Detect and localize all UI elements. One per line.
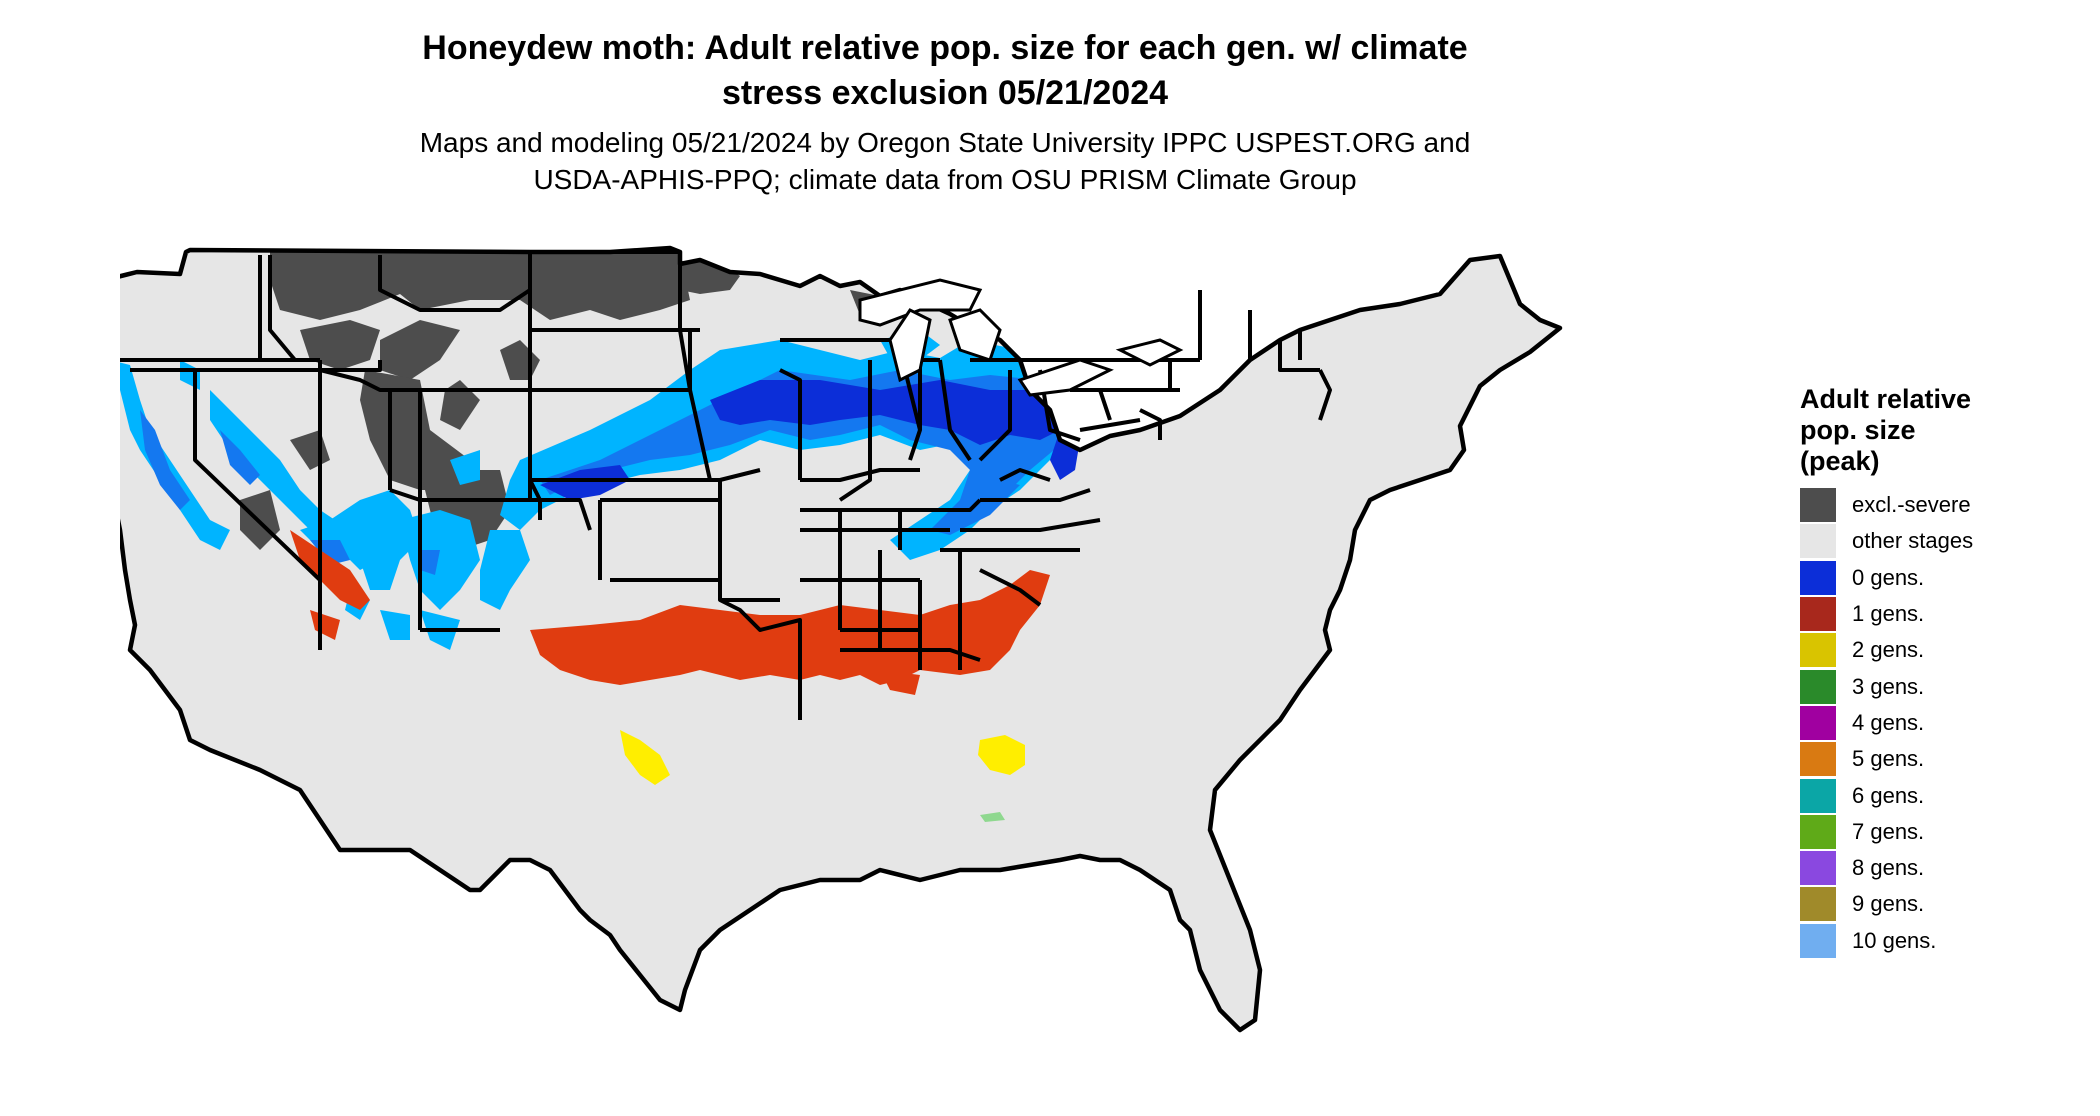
legend-label: 4 gens. xyxy=(1852,709,1925,735)
legend-swatch xyxy=(1800,705,1836,740)
map-title-line2: stress exclusion 05/21/2024 xyxy=(721,74,1169,112)
legend: Adult relative pop. size (peak) excl.-se… xyxy=(1800,384,2090,959)
legend-title-line3: (peak) xyxy=(1800,446,1880,476)
legend-label: 0 gens. xyxy=(1852,564,1925,590)
legend-swatch xyxy=(1800,560,1836,595)
yellow-regions xyxy=(620,730,1025,785)
legend-item: 4 gens. xyxy=(1800,705,2090,741)
green-regions xyxy=(980,812,1005,822)
map-subtitle: Maps and modeling 05/21/2024 by Oregon S… xyxy=(280,124,1610,198)
map-title-line1: Honeydew moth: Adult relative pop. size … xyxy=(422,29,1468,67)
legend-label: other stages xyxy=(1852,528,1974,554)
legend-item: 2 gens. xyxy=(1800,632,2090,668)
legend-item: 1 gens. xyxy=(1800,596,2090,632)
legend-title: Adult relative pop. size (peak) xyxy=(1800,384,2090,477)
legend-item: 6 gens. xyxy=(1800,777,2090,813)
legend-swatch xyxy=(1800,742,1836,777)
legend-swatch xyxy=(1800,814,1836,849)
legend-label: 6 gens. xyxy=(1852,782,1925,808)
legend-item: 9 gens. xyxy=(1800,886,2090,922)
us-map xyxy=(120,230,1760,1116)
legend-title-line2: pop. size xyxy=(1800,415,1916,445)
legend-label: 10 gens. xyxy=(1852,927,1937,953)
legend-swatch xyxy=(1800,597,1836,632)
legend-items: excl.-severe other stages 0 gens. 1 gens. 2 … xyxy=(1800,487,2090,959)
legend-swatch xyxy=(1800,669,1836,704)
legend-item: 0 gens. xyxy=(1800,560,2090,596)
legend-label: 2 gens. xyxy=(1852,637,1925,663)
legend-label: 5 gens. xyxy=(1852,746,1925,772)
legend-swatch xyxy=(1800,778,1836,813)
legend-swatch xyxy=(1800,887,1836,922)
legend-label: 3 gens. xyxy=(1852,673,1925,699)
legend-item: 5 gens. xyxy=(1800,741,2090,777)
legend-label: 9 gens. xyxy=(1852,891,1925,917)
legend-item: other stages xyxy=(1800,523,2090,559)
legend-swatch xyxy=(1800,488,1836,523)
legend-swatch xyxy=(1800,923,1836,958)
legend-title-line1: Adult relative xyxy=(1800,384,1972,414)
great-lakes xyxy=(858,278,1184,397)
legend-item: excl.-severe xyxy=(1800,487,2090,523)
legend-item: 7 gens. xyxy=(1800,814,2090,850)
legend-label: excl.-severe xyxy=(1852,492,1971,518)
legend-item: 10 gens. xyxy=(1800,923,2090,959)
legend-label: 7 gens. xyxy=(1852,818,1925,844)
legend-swatch xyxy=(1800,524,1836,559)
legend-label: 8 gens. xyxy=(1852,855,1925,881)
map-title: Honeydew moth: Adult relative pop. size … xyxy=(280,26,1610,116)
legend-label: 1 gens. xyxy=(1852,601,1925,627)
legend-item: 8 gens. xyxy=(1800,850,2090,886)
map-subtitle-line2: USDA-APHIS-PPQ; climate data from OSU PR… xyxy=(533,164,1357,195)
legend-swatch xyxy=(1800,851,1836,886)
map-subtitle-line1: Maps and modeling 05/21/2024 by Oregon S… xyxy=(419,127,1471,158)
legend-item: 3 gens. xyxy=(1800,668,2090,704)
legend-swatch xyxy=(1800,633,1836,668)
